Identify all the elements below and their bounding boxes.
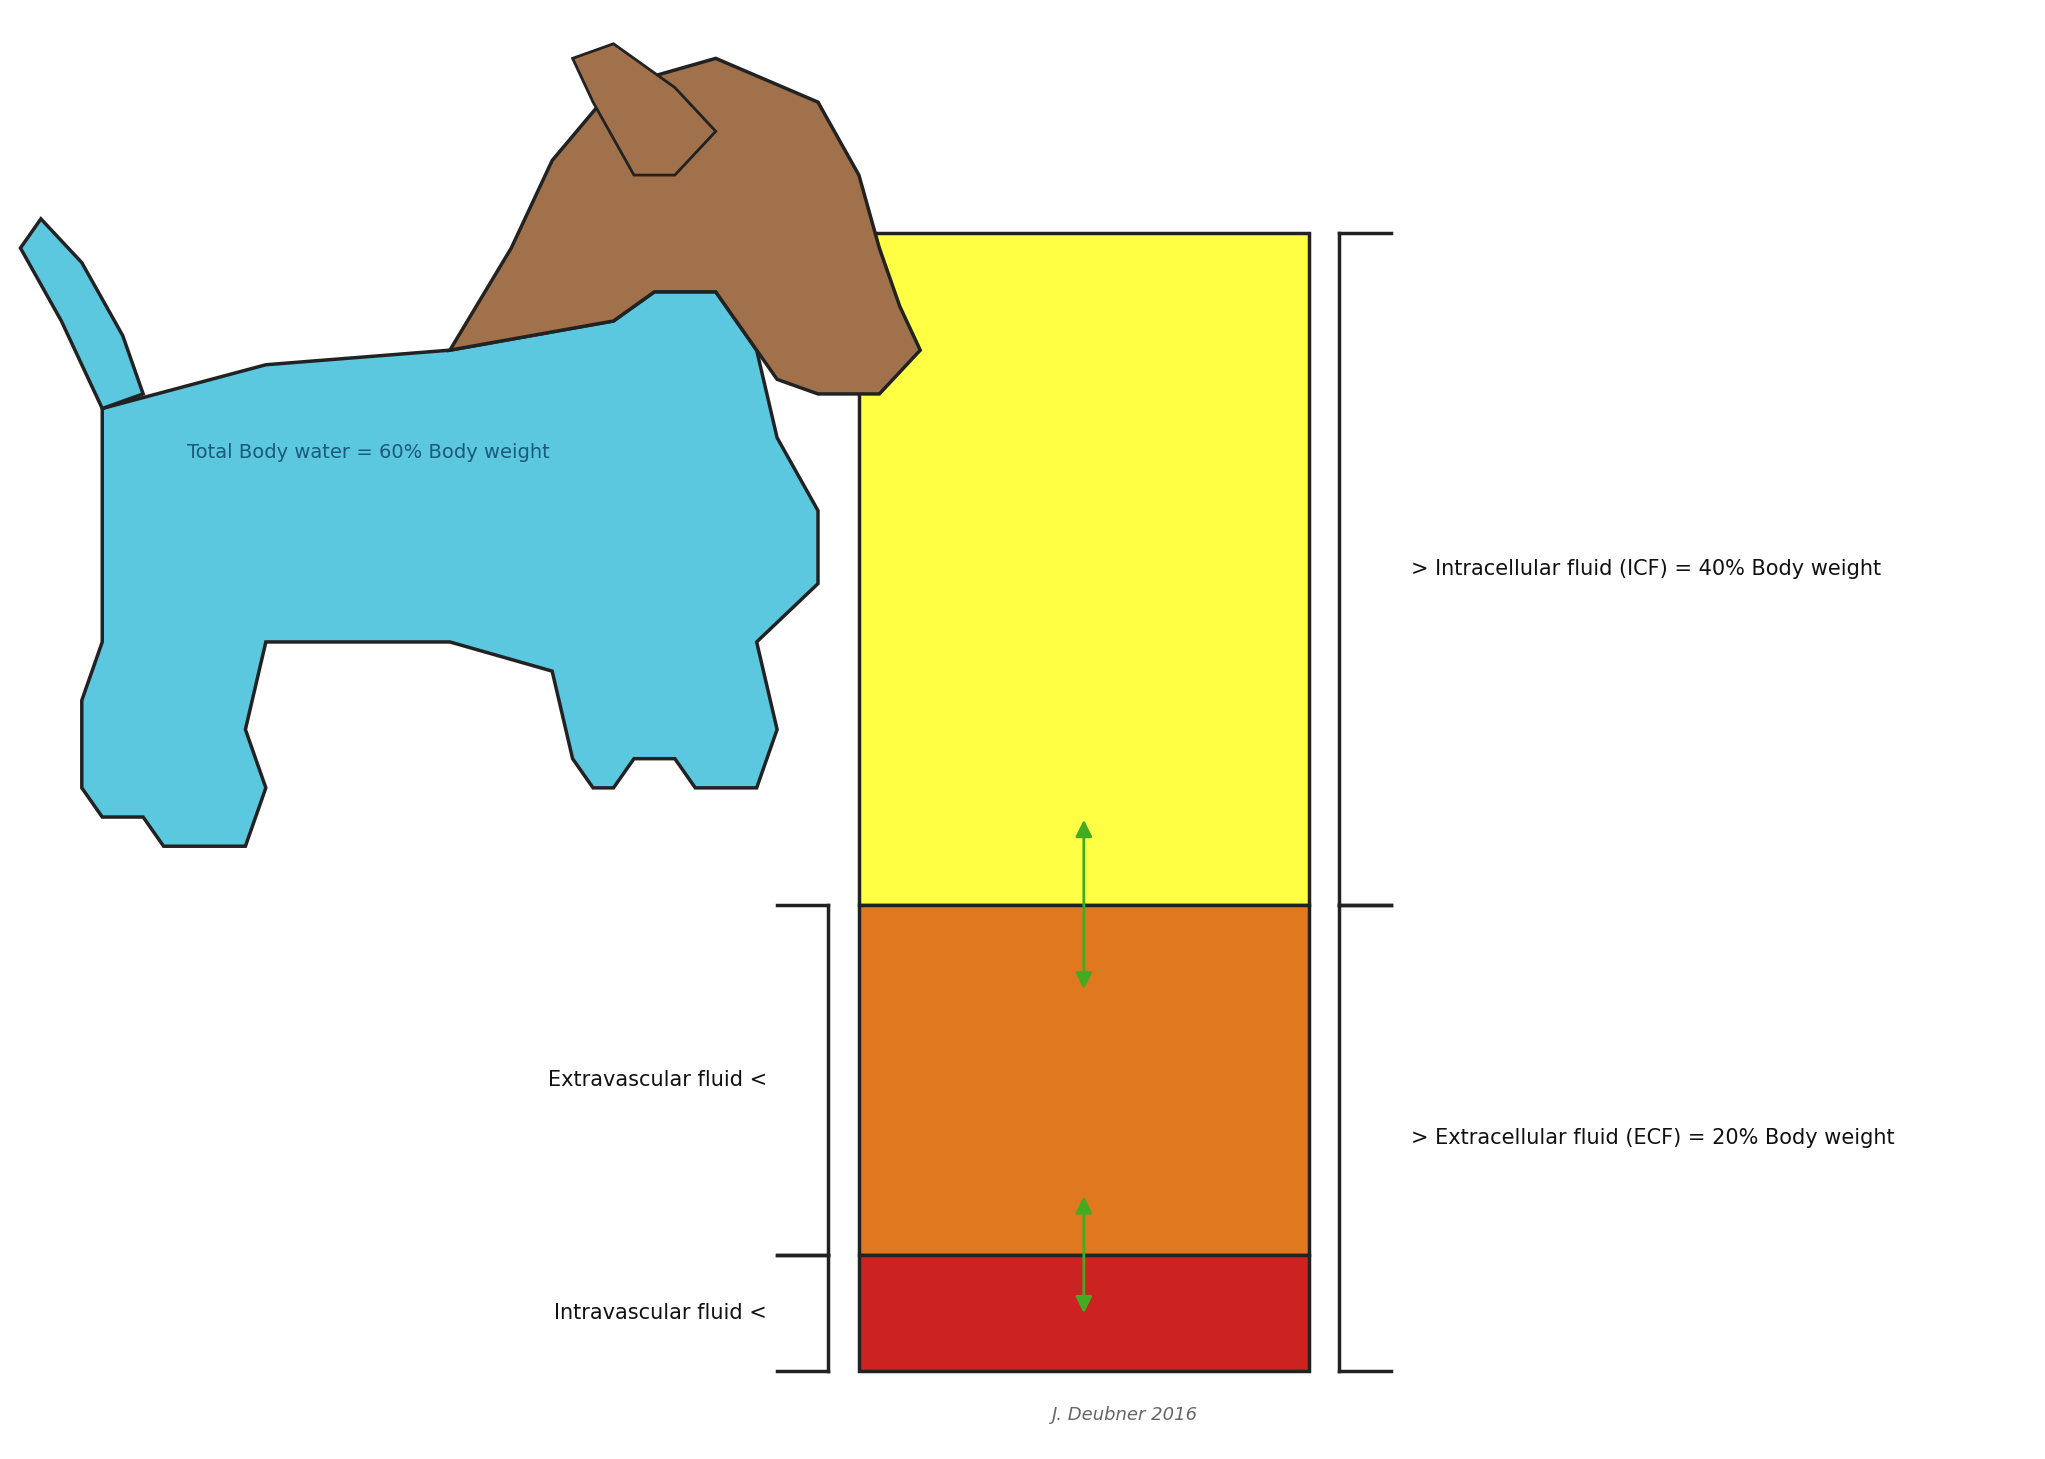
Polygon shape <box>573 44 716 175</box>
Text: J. Deubner 2016: J. Deubner 2016 <box>1051 1406 1198 1424</box>
Bar <box>859 233 1309 905</box>
Bar <box>859 1255 1309 1371</box>
Text: > Extracellular fluid (ECF) = 20% Body weight: > Extracellular fluid (ECF) = 20% Body w… <box>1411 1128 1894 1148</box>
Polygon shape <box>82 292 818 846</box>
Text: Intravascular fluid <: Intravascular fluid < <box>554 1303 767 1323</box>
Polygon shape <box>450 58 920 394</box>
Text: Total Body water = 60% Body weight: Total Body water = 60% Body weight <box>186 442 550 463</box>
Text: Extravascular fluid <: Extravascular fluid < <box>548 1069 767 1090</box>
Polygon shape <box>20 219 143 409</box>
Bar <box>859 905 1309 1255</box>
Text: > Intracellular fluid (ICF) = 40% Body weight: > Intracellular fluid (ICF) = 40% Body w… <box>1411 559 1881 579</box>
